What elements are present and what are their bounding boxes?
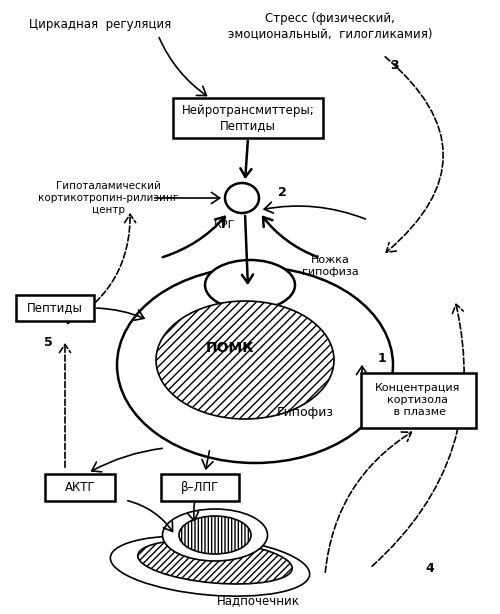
Bar (173, 98, 323, 138)
Text: КРГ: КРГ (214, 220, 236, 230)
FancyArrowPatch shape (242, 216, 253, 283)
FancyArrowPatch shape (97, 308, 144, 321)
FancyArrowPatch shape (128, 500, 172, 532)
Text: 2: 2 (278, 185, 286, 198)
FancyArrowPatch shape (372, 304, 464, 566)
Bar (161, 473, 239, 500)
Ellipse shape (156, 301, 334, 419)
Bar (360, 373, 476, 427)
Ellipse shape (138, 540, 292, 584)
Text: Циркадная  регуляция: Циркадная регуляция (29, 18, 171, 31)
Text: ПОМК: ПОМК (206, 341, 254, 355)
Ellipse shape (225, 183, 259, 213)
Ellipse shape (162, 509, 268, 561)
Bar (16, 295, 94, 321)
FancyArrowPatch shape (326, 432, 412, 572)
FancyArrowPatch shape (68, 214, 136, 324)
FancyArrowPatch shape (202, 451, 213, 469)
FancyArrowPatch shape (92, 448, 162, 472)
Ellipse shape (117, 267, 393, 463)
Text: β–ЛПГ: β–ЛПГ (181, 481, 219, 494)
FancyArrowPatch shape (188, 503, 198, 521)
FancyArrowPatch shape (264, 202, 366, 219)
Text: Концентрация
кортизола
 в плазме: Концентрация кортизола в плазме (376, 383, 460, 417)
Text: 5: 5 (44, 335, 52, 349)
FancyArrowPatch shape (162, 217, 224, 257)
FancyArrowPatch shape (60, 344, 70, 467)
Ellipse shape (179, 516, 251, 554)
Text: Стресс (физический,
эмоциональный,  гилогликамия): Стресс (физический, эмоциональный, гилог… (228, 12, 432, 40)
Text: 4: 4 (426, 561, 434, 575)
Bar (45, 473, 115, 500)
FancyArrowPatch shape (263, 217, 318, 257)
Text: Гипоталамический
кортикотропин-рилизинг
центр: Гипоталамический кортикотропин-рилизинг … (38, 181, 178, 215)
Text: 1: 1 (378, 351, 386, 365)
FancyArrowPatch shape (240, 141, 252, 177)
FancyArrowPatch shape (356, 367, 368, 380)
Text: Пептиды: Пептиды (27, 301, 83, 314)
Ellipse shape (205, 260, 295, 310)
Text: Гипофиз: Гипофиз (276, 405, 334, 419)
Text: 3: 3 (390, 58, 400, 71)
FancyArrowPatch shape (155, 192, 220, 204)
Text: Надпочечник: Надпочечник (216, 594, 300, 607)
FancyArrowPatch shape (159, 37, 206, 96)
Text: Нейротрансмиттеры;
Пептиды: Нейротрансмиттеры; Пептиды (182, 104, 314, 132)
Text: Ножка
гипофиза: Ножка гипофиза (302, 255, 358, 276)
FancyArrowPatch shape (385, 56, 444, 252)
Ellipse shape (110, 536, 310, 596)
Text: АКТГ: АКТГ (64, 481, 96, 494)
